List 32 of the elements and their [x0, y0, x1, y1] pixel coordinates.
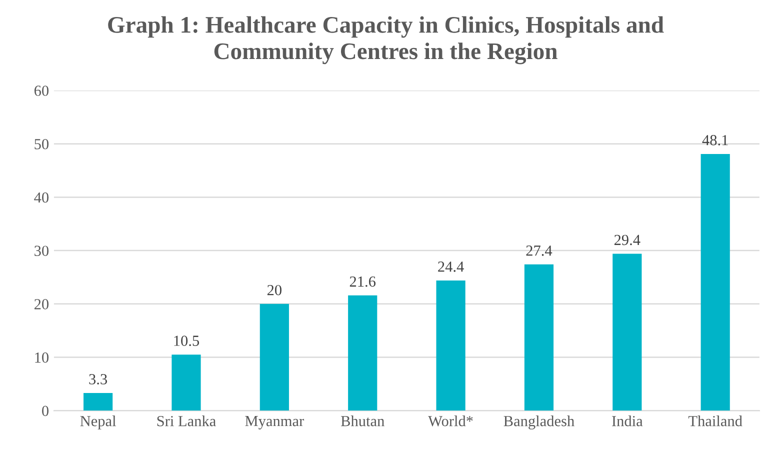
bar — [524, 264, 554, 411]
data-label: 24.4 — [438, 262, 464, 272]
bar — [84, 393, 113, 411]
data-label: 48.1 — [702, 135, 728, 146]
x-tick-label: Myanmar — [245, 416, 304, 430]
y-tick-label: 0 — [42, 406, 49, 416]
y-tick-label: 50 — [34, 138, 49, 150]
data-label: 29.4 — [614, 234, 640, 246]
y-tick-label: 10 — [35, 352, 49, 363]
bar — [348, 295, 378, 411]
x-tick-label: Bhutan — [340, 416, 384, 426]
chart-title: Graph 1: Healthcare Capacity in Clinics, Hospitals and Community Centres in the Region — [108, 16, 664, 64]
bar — [700, 154, 730, 411]
bar — [260, 304, 289, 411]
data-label: 10.5 — [174, 336, 200, 346]
x-tick-label: Nepal — [80, 416, 116, 430]
data-label: 21.6 — [350, 276, 376, 287]
y-tick-label: 30 — [34, 246, 49, 256]
x-tick-label: Sri Lanka — [157, 416, 216, 426]
data-label: 20 — [267, 284, 282, 296]
bar — [612, 254, 642, 411]
y-tick-label: 60 — [34, 86, 49, 96]
y-tick-label: 40 — [34, 192, 49, 203]
data-label: 3.3 — [89, 374, 108, 384]
bar — [172, 354, 201, 411]
x-tick-label: Bangladesh — [504, 416, 574, 430]
x-tick-label: World* — [428, 416, 473, 426]
y-tick-label: 20 — [34, 299, 49, 310]
data-label: 27.4 — [526, 246, 552, 256]
x-tick-label: Thailand — [688, 416, 742, 426]
bar — [436, 280, 466, 411]
x-tick-label: India — [612, 416, 643, 426]
